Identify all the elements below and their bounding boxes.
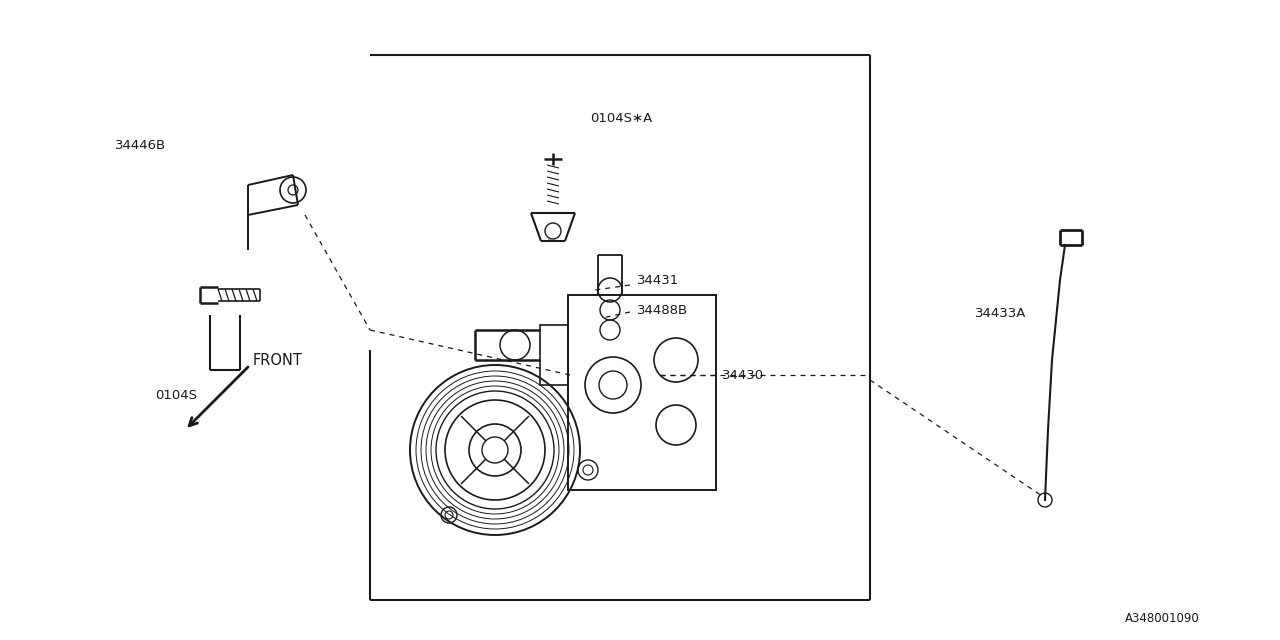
Text: 34430: 34430 <box>722 369 764 381</box>
Text: 0104S: 0104S <box>155 388 197 401</box>
Text: 34431: 34431 <box>637 273 680 287</box>
Bar <box>568 295 716 490</box>
Text: 34433A: 34433A <box>975 307 1027 319</box>
Text: A348001090: A348001090 <box>1125 611 1201 625</box>
Bar <box>540 325 568 385</box>
Text: 34488B: 34488B <box>637 303 689 317</box>
Text: 0104S∗A: 0104S∗A <box>590 111 653 125</box>
Text: 34446B: 34446B <box>115 138 166 152</box>
Text: FRONT: FRONT <box>253 353 303 367</box>
